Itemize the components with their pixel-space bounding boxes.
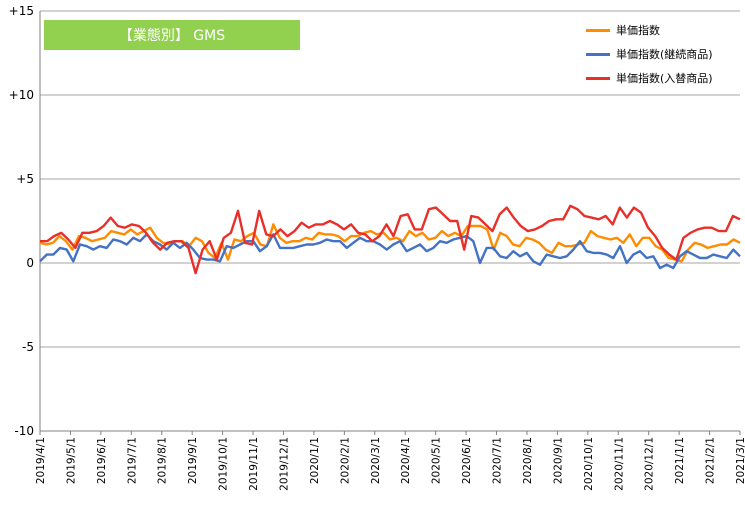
x-tick-label: 2021/1/1	[674, 437, 686, 484]
y-tick-label: -10	[14, 424, 34, 438]
x-tick-label: 2019/9/1	[187, 437, 199, 484]
x-tick-label: 2020/5/1	[431, 437, 443, 484]
legend-swatch-continuing	[586, 52, 610, 56]
series-line	[40, 204, 741, 275]
x-tick-label: 2019/10/1	[218, 437, 230, 491]
y-tick-label: +5	[16, 172, 34, 186]
y-tick-label: +15	[9, 4, 34, 18]
x-tick-label: 2019/4/1	[35, 437, 47, 484]
series-line	[39, 223, 741, 263]
x-tick-label: 2020/12/1	[644, 437, 656, 491]
x-tick-label: 2019/12/1	[278, 437, 290, 491]
x-tick-label: 2020/11/1	[613, 437, 625, 491]
x-tick-label: 2020/9/1	[552, 437, 564, 484]
series-line	[39, 233, 741, 270]
x-tick-label: 2021/2/1	[705, 437, 717, 484]
x-tick-label: 2020/10/1	[583, 437, 595, 491]
x-tick-label: 2020/8/1	[522, 437, 534, 484]
y-tick-label: 0	[26, 256, 34, 270]
x-tick-label: 2020/7/1	[492, 437, 504, 484]
legend-label: 単価指数	[616, 24, 660, 37]
x-axis-labels: 2019/4/1 2019/5/1 2019/6/1 2019/7/1 2019/8/1…	[35, 431, 745, 491]
x-tick-label: 2020/1/1	[309, 437, 321, 484]
legend-item: 単価指数	[586, 18, 713, 42]
series-lines	[39, 204, 741, 275]
legend: 単価指数 単価指数(継続商品) 単価指数(入替商品)	[586, 18, 713, 90]
gridlines	[40, 10, 740, 348]
legend-label: 単価指数(継続商品)	[616, 48, 713, 61]
legend-item: 単価指数(入替商品)	[586, 66, 713, 90]
legend-label: 単価指数(入替商品)	[616, 72, 713, 85]
x-tick-label: 2020/3/1	[370, 437, 382, 484]
legend-swatch-unit-price	[586, 28, 610, 32]
x-tick-label: 2020/4/1	[400, 437, 412, 484]
legend-item: 単価指数(継続商品)	[586, 42, 713, 66]
x-tick-label: 2020/6/1	[461, 437, 473, 484]
x-tick-label: 2019/6/1	[96, 437, 108, 484]
y-tick-label: +10	[9, 88, 34, 102]
x-tick-label: 2019/8/1	[157, 437, 169, 484]
x-tick-label: 2020/2/1	[339, 437, 351, 484]
x-tick-label: 2019/7/1	[126, 437, 138, 484]
x-tick-label: 2019/11/1	[248, 437, 260, 491]
y-axis-labels: +15 +10 +5 0 -5 -10	[9, 4, 34, 438]
x-tick-label: 2019/5/1	[65, 437, 77, 484]
chart-title: 【業態別】 GMS	[44, 20, 300, 50]
legend-swatch-replaced	[586, 76, 610, 80]
x-tick-label: 2021/3/1	[735, 437, 745, 484]
y-tick-label: -5	[22, 340, 34, 354]
